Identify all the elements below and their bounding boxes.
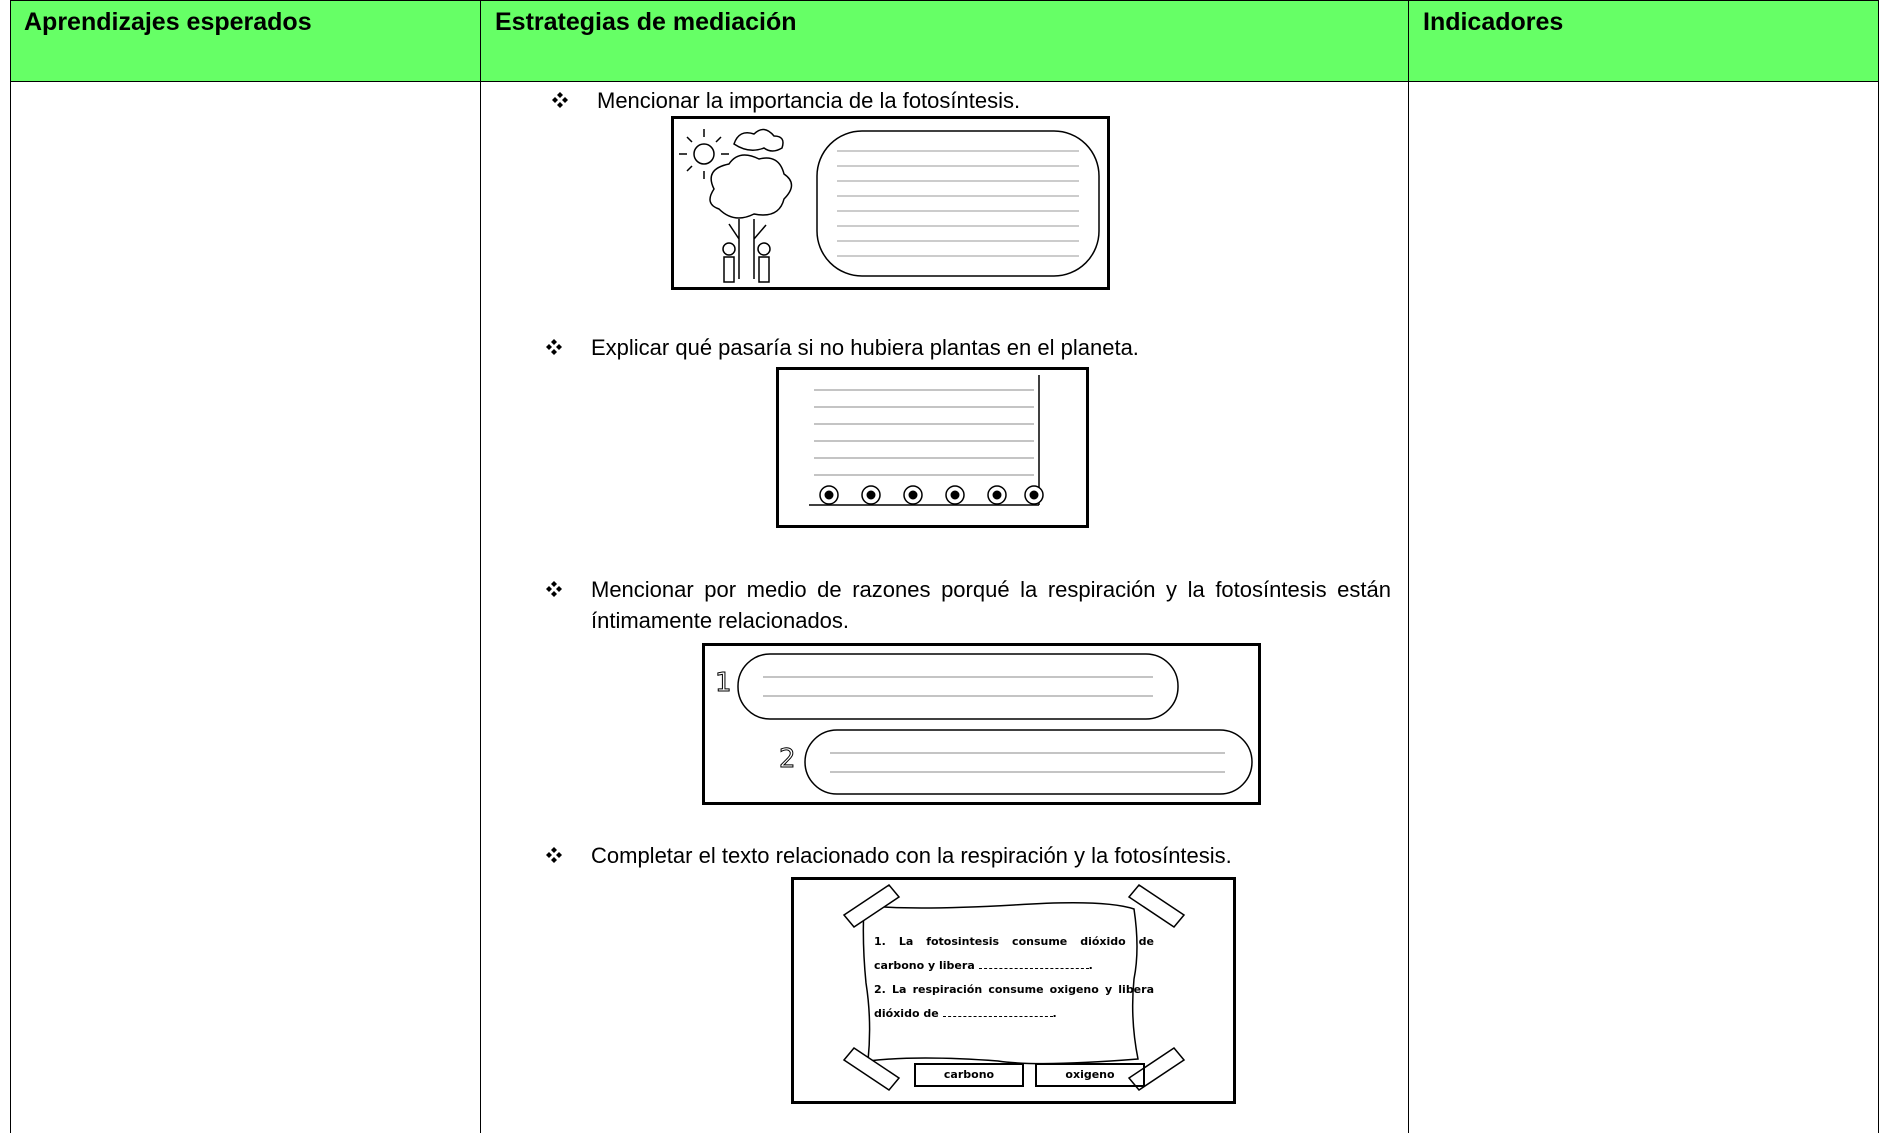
illustration [737,653,1253,795]
worksheet-image: 1. La fotosintesis consume dióxido de ca… [791,877,1236,1104]
worksheet-image [776,367,1089,528]
header-cell: Indicadores [1409,0,1879,81]
item-end: . [1088,959,1093,972]
worksheet-image: 1 2 [702,643,1261,805]
number: 2 [779,744,797,775]
activity-text: Completar el texto relacionado con la re… [591,843,1232,868]
worksheet-text: 1. La fotosintesis consume dióxido de ca… [874,930,1154,1026]
border [10,0,11,1133]
header-cell: Aprendizajes esperados [10,0,480,81]
option: carbono [914,1063,1024,1087]
bullet [552,92,568,108]
item-text: La respiración consume oxigeno y libera … [874,983,1154,1020]
item-number: 1. [874,935,886,948]
number: 1 [715,668,733,699]
item: 2. La respiración consume oxigeno y libe… [874,978,1154,1026]
item-end: . [1052,1007,1057,1020]
border [1408,0,1409,1133]
item: 1. La fotosintesis consume dióxido de ca… [874,930,1154,978]
activity-text: Mencionar por medio de razones porqué la… [591,577,1391,633]
bullet [546,581,562,597]
option: oxigeno [1035,1063,1145,1087]
bullet [546,339,562,355]
worksheet-image [671,116,1110,290]
bullet [546,847,562,863]
border [480,0,481,1133]
illustration [679,128,1100,283]
item-number: 2. [874,983,886,996]
activity-text: Explicar qué pasaría si no hubiera plant… [591,335,1139,360]
header-cell: Estrategias de mediación [481,0,1408,81]
item-text: La fotosintesis consume dióxido de carbo… [874,935,1154,972]
activity-text: Mencionar la importancia de la fotosínte… [597,88,1021,113]
border [10,81,1879,82]
border [10,0,1879,1]
illustration [809,375,1044,506]
illustration [842,884,1186,1091]
